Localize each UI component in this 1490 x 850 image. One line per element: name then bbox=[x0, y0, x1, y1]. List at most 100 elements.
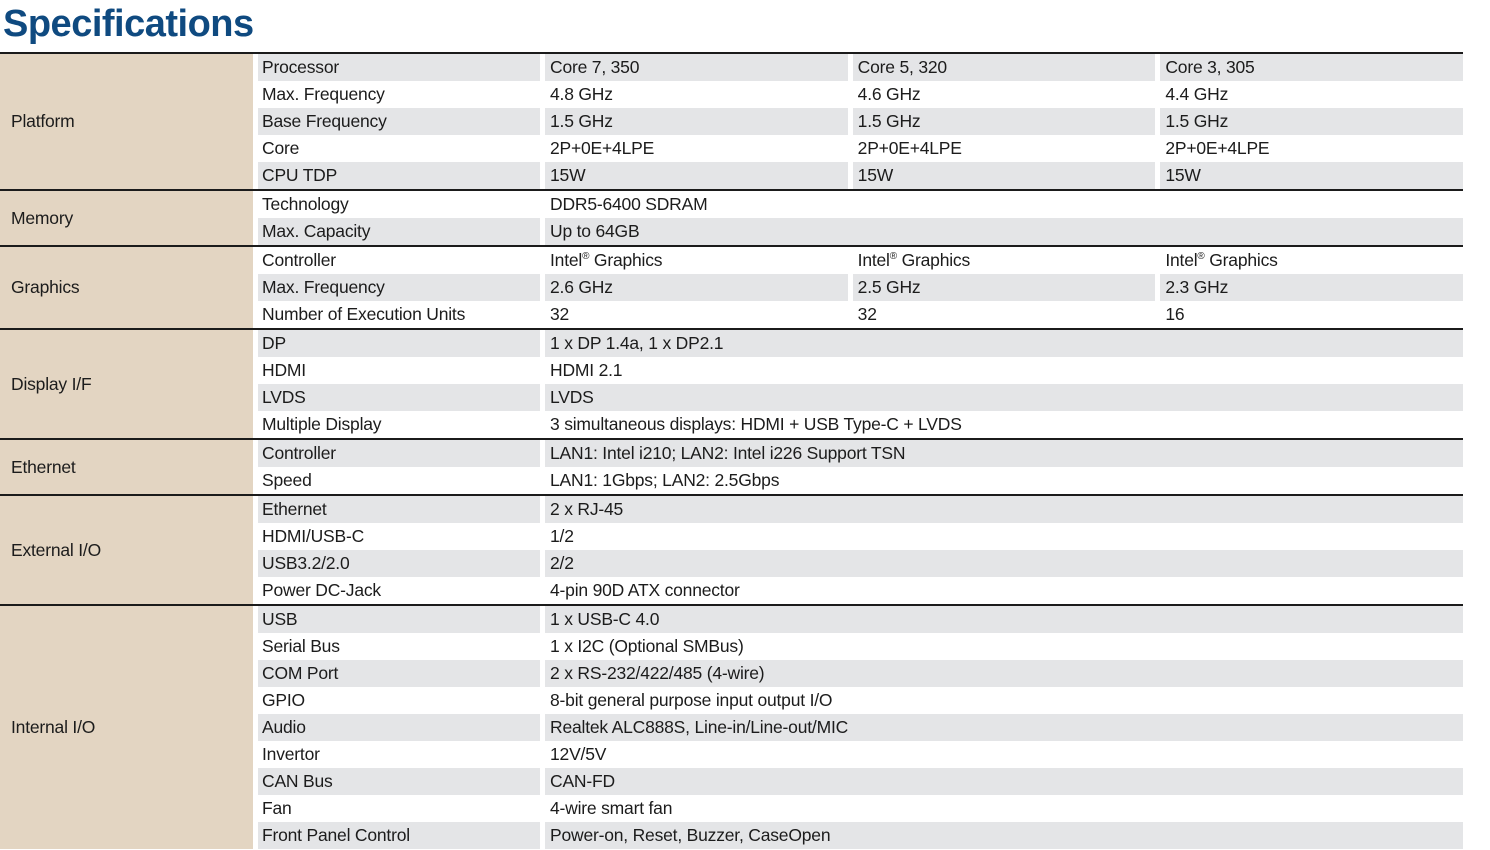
spec-value: 1.5 GHz bbox=[545, 108, 848, 135]
spec-value: 4.4 GHz bbox=[1160, 81, 1464, 108]
section-ethernet: Ethernet Controller LAN1: Intel i210; LAN2… bbox=[0, 440, 1463, 496]
spec-value: Intel® Graphics bbox=[545, 247, 848, 274]
spec-value: 2 x RJ-45 bbox=[545, 496, 1463, 523]
spec-label: CAN Bus bbox=[258, 768, 540, 795]
spec-value: 32 bbox=[545, 301, 848, 328]
table-row: Max. Capacity Up to 64GB bbox=[258, 218, 1463, 245]
section-rows: Ethernet 2 x RJ-45 HDMI/USB-C 1/2 USB3.2/2.0… bbox=[258, 496, 1463, 604]
spec-label: COM Port bbox=[258, 660, 540, 687]
spec-value: 12V/5V bbox=[545, 741, 1463, 768]
spec-label: HDMI/USB-C bbox=[258, 523, 540, 550]
spec-label: Base Frequency bbox=[258, 108, 540, 135]
category-cell-external-i-o: External I/O bbox=[0, 496, 253, 604]
registered-trademark-symbol: ® bbox=[1197, 251, 1205, 263]
category-cell-ethernet: Ethernet bbox=[0, 440, 253, 494]
category-cell-graphics: Graphics bbox=[0, 247, 253, 328]
spec-label: Core bbox=[258, 135, 540, 162]
spec-label: Max. Capacity bbox=[258, 218, 540, 245]
spec-label: DP bbox=[258, 330, 540, 357]
table-row: Technology DDR5-6400 SDRAM bbox=[258, 191, 1463, 218]
spec-label: Audio bbox=[258, 714, 540, 741]
table-row: Invertor 12V/5V bbox=[258, 741, 1463, 768]
table-row: Multiple Display 3 simultaneous displays:… bbox=[258, 411, 1463, 438]
spec-label: Front Panel Control bbox=[258, 822, 540, 849]
spec-label: Controller bbox=[258, 440, 540, 467]
category-cell-internal-i-o: Internal I/O bbox=[0, 606, 253, 849]
table-row: USB 1 x USB-C 4.0 bbox=[258, 606, 1463, 633]
spec-value: Power-on, Reset, Buzzer, CaseOpen bbox=[545, 822, 1463, 849]
category-cell-memory: Memory bbox=[0, 191, 253, 245]
table-row: Audio Realtek ALC888S, Line-in/Line-out/M… bbox=[258, 714, 1463, 741]
spec-value: 1 x USB-C 4.0 bbox=[545, 606, 1463, 633]
spec-value: Up to 64GB bbox=[545, 218, 1463, 245]
spec-value: LVDS bbox=[545, 384, 1463, 411]
spec-value: Core 3, 305 bbox=[1160, 54, 1464, 81]
spec-value: 32 bbox=[852, 301, 1156, 328]
category-cell-platform: Platform bbox=[0, 54, 253, 189]
spec-value: 16 bbox=[1160, 301, 1464, 328]
spec-label: Fan bbox=[258, 795, 540, 822]
spec-value: DDR5-6400 SDRAM bbox=[545, 191, 1463, 218]
table-row: HDMI/USB-C 1/2 bbox=[258, 523, 1463, 550]
spec-value: LAN1: Intel i210; LAN2: Intel i226 Suppo… bbox=[545, 440, 1463, 467]
spec-label: Technology bbox=[258, 191, 540, 218]
spec-label: Invertor bbox=[258, 741, 540, 768]
spec-label: CPU TDP bbox=[258, 162, 540, 189]
table-row: LVDS LVDS bbox=[258, 384, 1463, 411]
table-row: Core 2P+0E+4LPE 2P+0E+4LPE 2P+0E+4LPE bbox=[258, 135, 1464, 162]
section-platform: Platform Processor Core 7, 350 Core 5, 320 C… bbox=[0, 54, 1464, 191]
table-row: Number of Execution Units 32 32 16 bbox=[258, 301, 1464, 328]
spec-label: Number of Execution Units bbox=[258, 301, 540, 328]
table-row: Base Frequency 1.5 GHz 1.5 GHz 1.5 GHz bbox=[258, 108, 1464, 135]
table-row: Front Panel Control Power-on, Reset, Buzz… bbox=[258, 822, 1463, 849]
spec-value: 1 x DP 1.4a, 1 x DP2.1 bbox=[545, 330, 1463, 357]
table-row: Power DC-Jack 4-pin 90D ATX connector bbox=[258, 577, 1463, 604]
spec-label: Serial Bus bbox=[258, 633, 540, 660]
section-rows: Controller Intel® Graphics Intel® Graphics… bbox=[258, 247, 1464, 328]
section-graphics: Graphics Controller Intel® Graphics Intel® … bbox=[0, 247, 1464, 330]
registered-trademark-symbol: ® bbox=[582, 251, 590, 263]
spec-value: 2.3 GHz bbox=[1160, 274, 1464, 301]
spec-value: 8-bit general purpose input output I/O bbox=[545, 687, 1463, 714]
spec-value: 1 x I2C (Optional SMBus) bbox=[545, 633, 1463, 660]
spec-value: 3 simultaneous displays: HDMI + USB Type… bbox=[545, 411, 1463, 438]
table-row: DP 1 x DP 1.4a, 1 x DP2.1 bbox=[258, 330, 1463, 357]
spec-value: 15W bbox=[852, 162, 1156, 189]
spec-value: 2P+0E+4LPE bbox=[1160, 135, 1464, 162]
table-row: HDMI HDMI 2.1 bbox=[258, 357, 1463, 384]
spec-value: 1.5 GHz bbox=[852, 108, 1156, 135]
table-row: Max. Frequency 4.8 GHz 4.6 GHz 4.4 GHz bbox=[258, 81, 1464, 108]
category-cell-display-i-f: Display I/F bbox=[0, 330, 253, 438]
table-row: CPU TDP 15W 15W 15W bbox=[258, 162, 1464, 189]
spec-value: 2 x RS-232/422/485 (4-wire) bbox=[545, 660, 1463, 687]
section-rows: USB 1 x USB-C 4.0 Serial Bus 1 x I2C (Optio… bbox=[258, 606, 1463, 849]
table-row: GPIO 8-bit general purpose input output I… bbox=[258, 687, 1463, 714]
specifications-table: Platform Processor Core 7, 350 Core 5, 320 C… bbox=[0, 52, 1464, 849]
spec-value: 2P+0E+4LPE bbox=[852, 135, 1156, 162]
spec-value: 1/2 bbox=[545, 523, 1463, 550]
spec-label: Max. Frequency bbox=[258, 81, 540, 108]
page-title: Specifications bbox=[3, 3, 254, 45]
spec-value: 2.5 GHz bbox=[852, 274, 1156, 301]
spec-value: 15W bbox=[1160, 162, 1464, 189]
spec-label: GPIO bbox=[258, 687, 540, 714]
table-row: USB3.2/2.0 2/2 bbox=[258, 550, 1463, 577]
spec-value: 4.6 GHz bbox=[852, 81, 1156, 108]
section-display-i-f: Display I/F DP 1 x DP 1.4a, 1 x DP2.1 HDMI H… bbox=[0, 330, 1463, 440]
section-rows: Technology DDR5-6400 SDRAM Max. Capacity Up… bbox=[258, 191, 1463, 245]
spec-value: 2/2 bbox=[545, 550, 1463, 577]
spec-label: LVDS bbox=[258, 384, 540, 411]
section-rows: Controller LAN1: Intel i210; LAN2: Intel … bbox=[258, 440, 1463, 494]
spec-label: HDMI bbox=[258, 357, 540, 384]
table-row: Processor Core 7, 350 Core 5, 320 Core 3, 3… bbox=[258, 54, 1464, 81]
spec-label: USB3.2/2.0 bbox=[258, 550, 540, 577]
spec-value: 4-pin 90D ATX connector bbox=[545, 577, 1463, 604]
spec-label: Ethernet bbox=[258, 496, 540, 523]
spec-label: Power DC-Jack bbox=[258, 577, 540, 604]
table-row: COM Port 2 x RS-232/422/485 (4-wire) bbox=[258, 660, 1463, 687]
section-rows: DP 1 x DP 1.4a, 1 x DP2.1 HDMI HDMI 2.1 LVDS… bbox=[258, 330, 1463, 438]
spec-value: 2.6 GHz bbox=[545, 274, 848, 301]
section-external-i-o: External I/O Ethernet 2 x RJ-45 HDMI/USB-C 1… bbox=[0, 496, 1463, 606]
spec-value: 4.8 GHz bbox=[545, 81, 848, 108]
